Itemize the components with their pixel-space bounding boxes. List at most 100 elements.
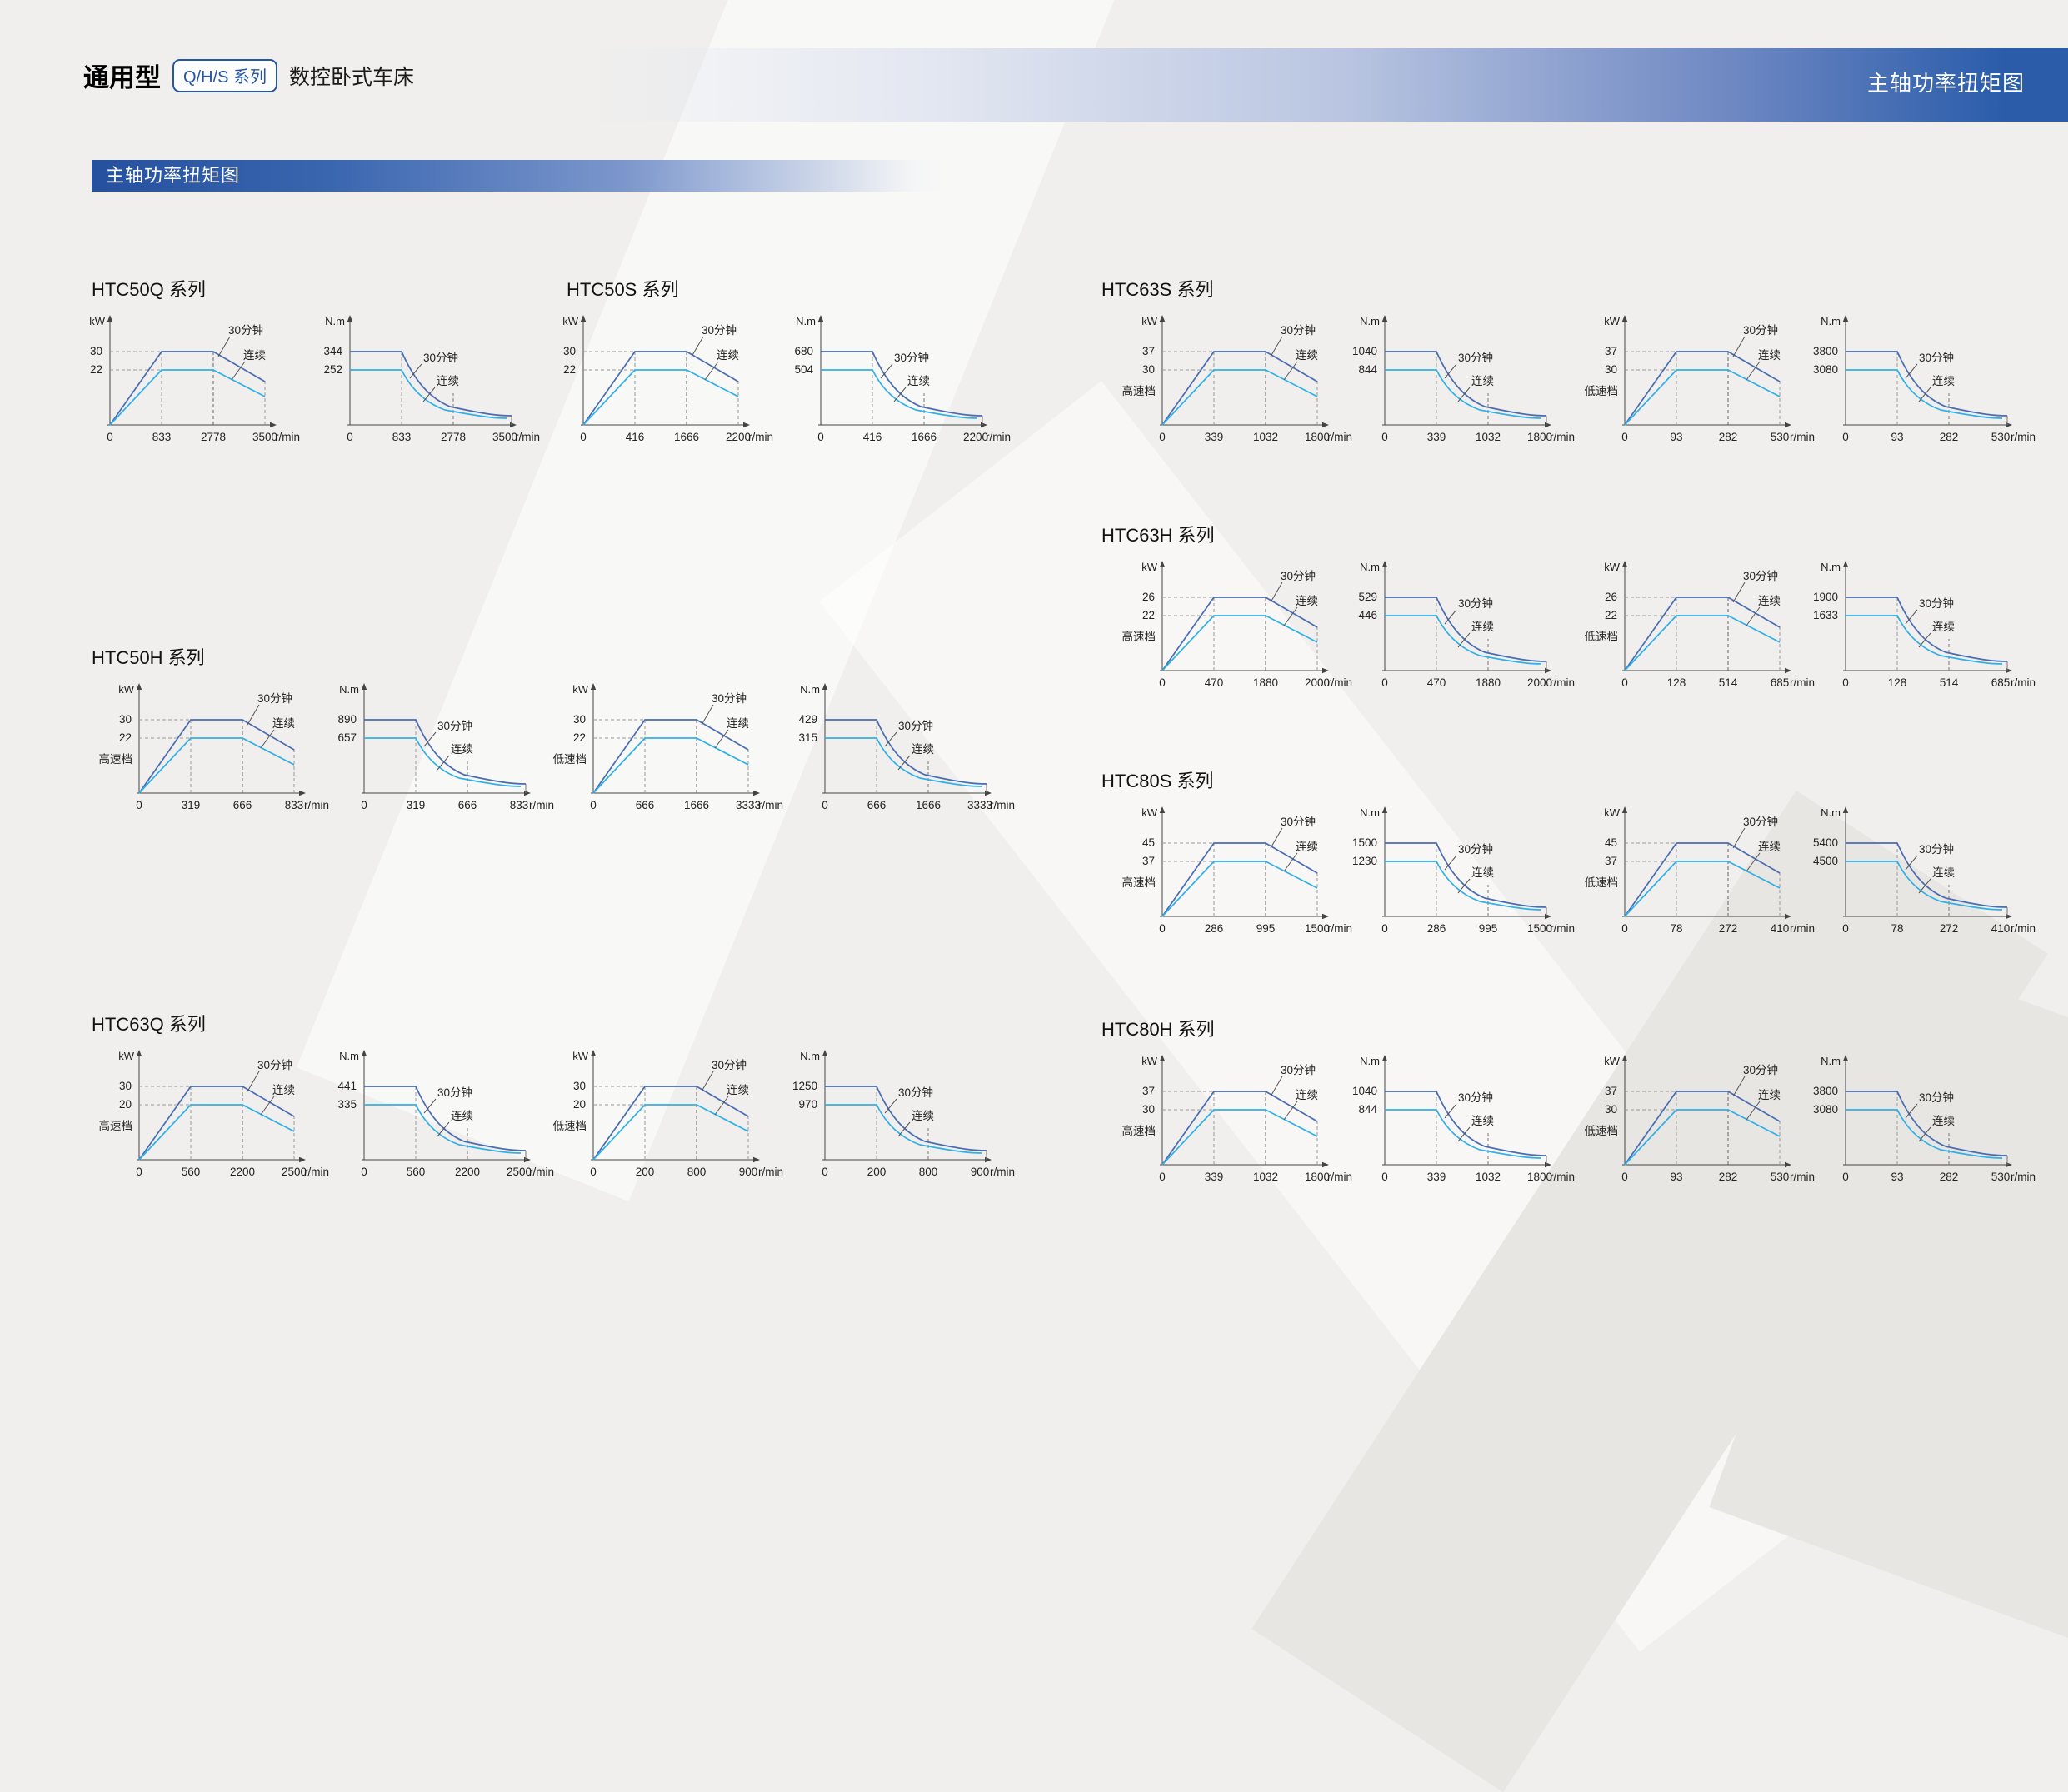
curve-continuous bbox=[592, 1104, 749, 1161]
x-tick-label: 0 bbox=[1842, 431, 1849, 443]
gear-label: 低速档 bbox=[553, 753, 587, 766]
x-axis-unit: r/min bbox=[2011, 1171, 2036, 1183]
x-tick-label: 0 bbox=[590, 1166, 597, 1178]
leader-line bbox=[1918, 878, 1931, 894]
x-axis-arrow-icon bbox=[524, 790, 531, 796]
curve-30min bbox=[592, 1086, 749, 1161]
y-axis-arrow-icon bbox=[107, 315, 113, 322]
y-tick-label: 3080 bbox=[1813, 1103, 1838, 1116]
series-label-30min: 30分钟 bbox=[702, 323, 737, 337]
y-axis-unit: N.m bbox=[800, 683, 820, 696]
y-axis-arrow-icon bbox=[1159, 1055, 1166, 1061]
curve-continuous bbox=[582, 369, 739, 426]
x-tick-label: 0 bbox=[822, 1166, 828, 1178]
curve-continuous bbox=[1161, 1109, 1318, 1166]
leader-line bbox=[893, 387, 907, 402]
y-tick-label: 30 bbox=[563, 345, 576, 357]
series-label-continuous: 连续 bbox=[1471, 866, 1494, 879]
x-tick-label: 286 bbox=[1205, 922, 1224, 935]
gear-label: 高速档 bbox=[1122, 384, 1156, 397]
torque-chart: N.m 0 128 514 685 r/min 1900 1633 30分钟 连续 bbox=[1802, 554, 2044, 700]
x-tick-label: 286 bbox=[1427, 922, 1446, 935]
x-tick-label: 282 bbox=[1719, 431, 1738, 443]
x-tick-label: 1666 bbox=[916, 799, 941, 811]
y-tick-label: 657 bbox=[337, 731, 357, 744]
x-tick-label: 0 bbox=[136, 799, 142, 811]
x-tick-label: 3500 bbox=[492, 431, 517, 443]
y-axis-arrow-icon bbox=[1381, 315, 1388, 322]
y-axis-unit: N.m bbox=[1821, 315, 1841, 327]
x-tick-label: 1800 bbox=[1527, 431, 1552, 443]
x-axis-unit: r/min bbox=[2011, 922, 2036, 935]
leader-line bbox=[1732, 582, 1746, 603]
torque-chart: N.m 0 339 1032 1800 r/min 1040 844 30分钟 连续 bbox=[1341, 1048, 1583, 1194]
x-axis-arrow-icon bbox=[985, 790, 992, 796]
y-axis-unit: N.m bbox=[1821, 561, 1841, 573]
series-label-continuous: 连续 bbox=[1758, 841, 1781, 853]
x-axis-arrow-icon bbox=[1785, 1161, 1791, 1168]
x-tick-label: 2778 bbox=[441, 431, 466, 443]
y-tick-label: 22 bbox=[563, 363, 576, 376]
torque-chart: N.m 0 416 1666 2200 r/min 680 504 30分钟 连续 bbox=[777, 308, 1019, 454]
y-tick-label: 970 bbox=[798, 1098, 817, 1111]
section-banner-label: 主轴功率扭矩图 bbox=[106, 165, 241, 186]
x-axis-unit: r/min bbox=[1327, 922, 1352, 935]
x-tick-label: 470 bbox=[1427, 676, 1446, 689]
x-axis-arrow-icon bbox=[270, 422, 277, 428]
y-tick-label: 37 bbox=[1605, 1085, 1617, 1097]
series-label-continuous: 连续 bbox=[912, 1110, 934, 1122]
x-tick-label: 339 bbox=[1427, 431, 1446, 443]
y-tick-label: 30 bbox=[119, 1080, 132, 1092]
y-axis-arrow-icon bbox=[361, 683, 367, 690]
series-label-continuous: 连续 bbox=[1296, 349, 1318, 362]
x-axis-arrow-icon bbox=[299, 790, 306, 796]
curve-30min bbox=[1161, 597, 1318, 671]
curve-continuous bbox=[825, 737, 982, 787]
curve-continuous bbox=[1385, 615, 1542, 665]
x-tick-label: 530 bbox=[1771, 431, 1790, 443]
y-tick-label: 446 bbox=[1358, 609, 1377, 621]
x-axis-unit: r/min bbox=[529, 1166, 554, 1178]
y-axis-unit: N.m bbox=[800, 1050, 820, 1062]
x-tick-label: 800 bbox=[687, 1166, 707, 1178]
y-axis-arrow-icon bbox=[1621, 561, 1628, 567]
curve-30min bbox=[138, 1086, 295, 1161]
page-header: 通用型 Q/H/S 系列 数控卧式车床 bbox=[83, 57, 414, 94]
chart-group-title: HTC50S 系列 bbox=[567, 279, 679, 300]
y-tick-label: 890 bbox=[337, 713, 357, 726]
y-axis-arrow-icon bbox=[817, 315, 824, 322]
x-axis-unit: r/min bbox=[986, 431, 1011, 443]
chart-group-htc50q: HTC50Q 系列 kW 0 833 2778 3500 r/min 30 22 30分钟 连续 N.… bbox=[89, 275, 540, 443]
x-tick-label: 530 bbox=[1991, 1171, 2011, 1183]
y-tick-label: 26 bbox=[1142, 591, 1155, 603]
x-tick-label: 0 bbox=[817, 431, 824, 443]
y-tick-label: 37 bbox=[1142, 1085, 1155, 1097]
x-axis-arrow-icon bbox=[1322, 667, 1329, 674]
series-label-30min: 30分钟 bbox=[437, 719, 472, 732]
x-tick-label: 514 bbox=[1940, 676, 1959, 689]
leader-line bbox=[437, 755, 450, 771]
x-tick-label: 0 bbox=[1621, 922, 1628, 935]
curve-30min bbox=[1846, 1091, 2008, 1156]
y-tick-label: 344 bbox=[323, 345, 342, 357]
y-tick-label: 844 bbox=[1358, 1103, 1377, 1116]
y-tick-label: 22 bbox=[1605, 609, 1617, 621]
series-label-continuous: 连续 bbox=[1471, 375, 1494, 387]
leader-line bbox=[1270, 336, 1283, 357]
x-axis-arrow-icon bbox=[985, 1156, 992, 1163]
x-tick-label: 666 bbox=[458, 799, 477, 811]
x-tick-label: 530 bbox=[1991, 431, 2011, 443]
curve-continuous bbox=[1846, 1109, 2003, 1159]
x-tick-label: 319 bbox=[407, 799, 426, 811]
x-tick-label: 833 bbox=[392, 431, 412, 443]
x-tick-label: 2200 bbox=[963, 431, 988, 443]
charts-area: HTC50Q 系列 kW 0 833 2778 3500 r/min 30 22 30分钟 连续 N.… bbox=[89, 275, 2044, 1194]
curve-30min bbox=[1624, 351, 1781, 426]
series-label-30min: 30分钟 bbox=[1919, 842, 1954, 856]
